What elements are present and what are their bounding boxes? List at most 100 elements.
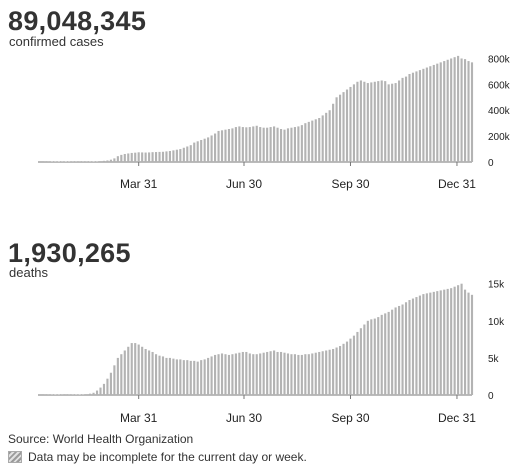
bar xyxy=(283,129,286,162)
bar xyxy=(241,127,244,162)
bar xyxy=(231,354,234,395)
bar xyxy=(356,81,359,162)
bar xyxy=(137,344,140,395)
bar xyxy=(116,357,119,395)
bar xyxy=(300,125,303,162)
bar xyxy=(248,127,251,162)
bar xyxy=(425,293,428,395)
y-tick-label: 5k xyxy=(488,354,500,365)
bar xyxy=(325,350,328,395)
bar xyxy=(401,77,404,162)
bar xyxy=(255,354,258,395)
bar xyxy=(217,130,220,162)
bar xyxy=(432,64,435,162)
bar xyxy=(99,387,102,395)
bar xyxy=(113,365,116,395)
bar xyxy=(384,313,387,395)
bar xyxy=(158,355,161,395)
bar xyxy=(373,81,376,162)
bar xyxy=(283,352,286,395)
bar xyxy=(384,81,387,162)
bar xyxy=(387,311,390,395)
bar xyxy=(276,351,279,395)
bar xyxy=(89,393,92,395)
source-note: Source: World Health Organization xyxy=(8,432,194,446)
y-tick-label: 800k xyxy=(488,54,511,65)
bar xyxy=(446,59,449,162)
bar xyxy=(450,288,453,395)
bar xyxy=(224,354,227,395)
deaths-total: 1,930,265 xyxy=(8,238,131,268)
bar xyxy=(120,354,123,395)
bar xyxy=(61,394,64,395)
bar xyxy=(398,305,401,395)
bar xyxy=(220,353,224,395)
bar xyxy=(290,127,293,162)
bar xyxy=(207,137,210,162)
bar xyxy=(387,84,390,162)
bar xyxy=(314,352,317,395)
bar xyxy=(290,354,293,395)
bar xyxy=(460,283,463,395)
bar xyxy=(297,354,300,395)
bar xyxy=(352,335,356,395)
bar xyxy=(297,126,300,162)
bar xyxy=(227,354,231,395)
bar xyxy=(273,126,276,162)
bar xyxy=(311,353,314,395)
bar xyxy=(217,354,220,395)
bar xyxy=(286,353,290,395)
bar xyxy=(373,318,376,395)
cases-chart: Mar 31 Jun 30 Sep 30 Dec 31 0 200k 400k 600k 800… xyxy=(38,54,511,191)
bar xyxy=(332,103,335,162)
x-tick-label: Sep 30 xyxy=(331,411,369,425)
bar xyxy=(95,390,99,395)
x-tick-label: Dec 31 xyxy=(438,177,476,191)
bar xyxy=(401,304,404,395)
bar xyxy=(61,161,64,162)
bar xyxy=(467,61,470,162)
bar xyxy=(168,357,172,395)
bar xyxy=(363,81,366,162)
deaths-label: deaths xyxy=(9,265,49,280)
bar xyxy=(321,115,324,162)
bar xyxy=(328,349,331,395)
bar xyxy=(415,71,418,162)
bar xyxy=(130,152,133,162)
bar xyxy=(266,351,269,395)
bar xyxy=(286,128,290,162)
bar xyxy=(248,353,251,395)
bar xyxy=(335,347,338,395)
x-tick-label: Jun 30 xyxy=(226,411,262,425)
cases-label: confirmed cases xyxy=(9,34,104,49)
bar xyxy=(342,343,345,395)
bar xyxy=(269,351,272,395)
bar xyxy=(404,302,408,395)
bar xyxy=(439,290,442,395)
bar xyxy=(321,351,324,395)
bar xyxy=(325,112,328,162)
bar xyxy=(279,351,283,395)
bar xyxy=(175,149,178,162)
bar xyxy=(144,152,147,162)
bar xyxy=(457,285,460,395)
y-tick-label: 10k xyxy=(488,317,505,328)
bar xyxy=(134,343,137,395)
bar xyxy=(338,94,342,162)
bar xyxy=(203,138,206,162)
y-tick-label: 0 xyxy=(488,158,494,169)
bar xyxy=(422,68,425,162)
bar xyxy=(394,307,397,395)
bar xyxy=(168,151,172,162)
bar xyxy=(182,360,185,395)
bar xyxy=(345,341,349,395)
bar xyxy=(214,354,217,395)
bar xyxy=(349,338,352,395)
x-tick-label: Sep 30 xyxy=(331,177,369,191)
y-tick-label: 600k xyxy=(488,80,511,91)
bar xyxy=(446,288,449,395)
bar xyxy=(109,372,112,395)
bar xyxy=(262,352,265,395)
bar xyxy=(148,350,151,395)
bar xyxy=(179,359,182,395)
